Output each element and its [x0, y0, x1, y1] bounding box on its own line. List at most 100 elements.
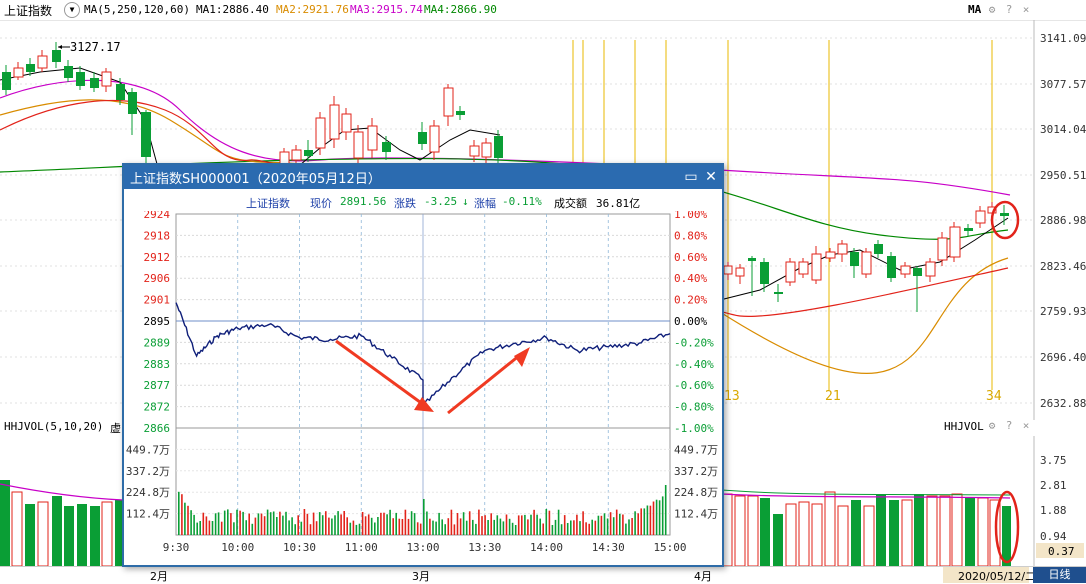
- volume-indicator-right-label[interactable]: HHJVOL: [944, 420, 984, 433]
- intraday-volume-bar: [340, 514, 342, 535]
- volume-bar: [785, 503, 797, 566]
- intraday-chart[interactable]: 2924 2918 2912 2906 2901 2895 2889 2883 2877 2872…: [124, 211, 722, 561]
- intraday-volume-bar: [181, 494, 183, 535]
- candle-down: [913, 268, 922, 276]
- candle-up: [937, 237, 948, 261]
- candle-down: [382, 142, 391, 152]
- close-icon[interactable]: ×: [1022, 3, 1030, 16]
- intraday-volume-bar: [664, 485, 667, 535]
- volume-indicator-label[interactable]: HHJVOL(5,10,20): [4, 420, 104, 433]
- intraday-volume-bar: [658, 500, 661, 535]
- price-tick: 2883: [144, 358, 171, 371]
- candle-up: [825, 251, 836, 259]
- intraday-volume-bar: [248, 513, 250, 535]
- intraday-volume-bar: [404, 509, 407, 535]
- intraday-volume-bar: [245, 520, 247, 535]
- candle-down: [887, 256, 896, 278]
- candle-up: [429, 125, 440, 153]
- intraday-volume-bar: [297, 515, 299, 535]
- intraday-volume-bar: [193, 514, 195, 535]
- candle-up: [735, 267, 745, 277]
- gear-icon[interactable]: ⚙: [988, 419, 996, 432]
- candle-up: [723, 265, 733, 275]
- help-icon[interactable]: ?: [1005, 419, 1013, 432]
- intraday-volume-bar: [383, 512, 385, 535]
- intraday-volume-bar: [539, 518, 541, 535]
- intraday-volume-bar: [285, 511, 287, 535]
- volume-bar: [11, 491, 23, 566]
- volume-chart[interactable]: 3.75 2.81 1.88 0.94 0.37: [0, 436, 1086, 566]
- gear-icon[interactable]: ⚙: [988, 3, 996, 16]
- intraday-volume-bar: [459, 518, 462, 535]
- arrow-head-icon: [514, 347, 530, 367]
- candle-up: [785, 261, 796, 283]
- intraday-volume-bar: [190, 510, 192, 535]
- intraday-volume-bar: [655, 499, 658, 535]
- intraday-volume-bar: [358, 523, 361, 535]
- candle-down: [76, 72, 85, 86]
- volume-bar: [876, 494, 886, 566]
- volume-bar: [939, 495, 951, 566]
- candle-up: [443, 87, 454, 117]
- intraday-volume-bar: [346, 517, 348, 535]
- intraday-volume-bar: [524, 514, 526, 535]
- candle-up: [329, 104, 340, 140]
- pct-tick: 0.40%: [674, 272, 707, 285]
- intraday-volume-bar: [367, 514, 370, 535]
- intraday-volume-bar: [205, 516, 208, 535]
- intraday-volume-bar: [196, 522, 198, 535]
- price-tick: 2918: [144, 229, 171, 242]
- intraday-volume-bar: [282, 515, 284, 535]
- vol-tick: 337.2万: [126, 465, 170, 478]
- close-icon[interactable]: ×: [1022, 419, 1030, 432]
- time-tick: 10:00: [221, 541, 254, 554]
- current-date: 2020/05/12/二: [958, 570, 1037, 583]
- intraday-volume-bar: [257, 513, 260, 535]
- ma-tag[interactable]: MA: [968, 3, 982, 16]
- help-icon[interactable]: ?: [1005, 3, 1013, 16]
- chevron-down-icon[interactable]: ▼: [64, 2, 80, 18]
- price-tick: 2889: [144, 336, 171, 349]
- intraday-volume-bar: [441, 519, 443, 535]
- intraday-volume-bar: [481, 516, 483, 535]
- pct-tick: -0.60%: [674, 379, 714, 392]
- intraday-volume-bar: [619, 513, 621, 535]
- candle-down: [760, 262, 769, 284]
- candle-down: [748, 258, 756, 261]
- volume-header: HHJVOL(5,10,20) 虚 HHJVOL ⚙ ? ×: [0, 418, 1086, 436]
- intraday-volume-bar: [600, 515, 603, 535]
- trend-arrows: [335, 339, 530, 415]
- popup-title-bar[interactable]: 上证指数SH000001（2020年05月12日） ▭ ✕: [124, 165, 722, 189]
- intraday-volume-bar: [416, 522, 419, 535]
- close-icon[interactable]: ✕: [705, 169, 717, 185]
- cycle-label: 34: [986, 389, 1002, 404]
- volume-bar: [914, 494, 924, 566]
- intraday-volume-bar: [272, 511, 275, 535]
- intraday-volume-bar: [214, 513, 217, 535]
- intraday-volume-bar: [646, 505, 649, 535]
- popup-quote-info: 上证指数 现价 2891.56 涨跌 -3.25 ↓ 涨幅 -0.11% 成交额…: [124, 193, 722, 211]
- volume-bar: [863, 505, 875, 566]
- ma-params[interactable]: MA(5,250,120,60): [84, 3, 190, 16]
- intraday-volume-bar: [407, 518, 410, 535]
- intraday-volume-bar: [288, 520, 290, 535]
- intraday-volume-bar: [178, 491, 180, 535]
- intraday-volume-bar: [594, 520, 597, 535]
- ma1-value: MA1:2886.40: [196, 3, 269, 16]
- quote-name: 上证指数: [246, 197, 290, 210]
- intraday-volume-bar: [582, 511, 584, 535]
- intraday-volume-bar: [269, 512, 272, 535]
- minimize-icon[interactable]: ▭: [684, 169, 698, 185]
- intraday-volume-bar: [398, 518, 401, 535]
- candle-down: [52, 50, 61, 62]
- vol-tick: 449.7万: [126, 443, 170, 456]
- intraday-volume-bar: [343, 511, 345, 535]
- volume-indicator-label-trunc: 虚: [110, 422, 121, 435]
- intraday-popup[interactable]: 上证指数SH000001（2020年05月12日） ▭ ✕ 上证指数 现价 28…: [122, 163, 724, 567]
- intraday-volume-bar: [527, 519, 529, 535]
- intraday-volume-bar: [591, 519, 593, 535]
- index-name: 上证指数: [4, 4, 53, 18]
- vol-ma-line: [721, 493, 1011, 499]
- vol-y-tick: 3.75: [1040, 454, 1067, 467]
- period-button[interactable]: 日线: [1033, 567, 1086, 583]
